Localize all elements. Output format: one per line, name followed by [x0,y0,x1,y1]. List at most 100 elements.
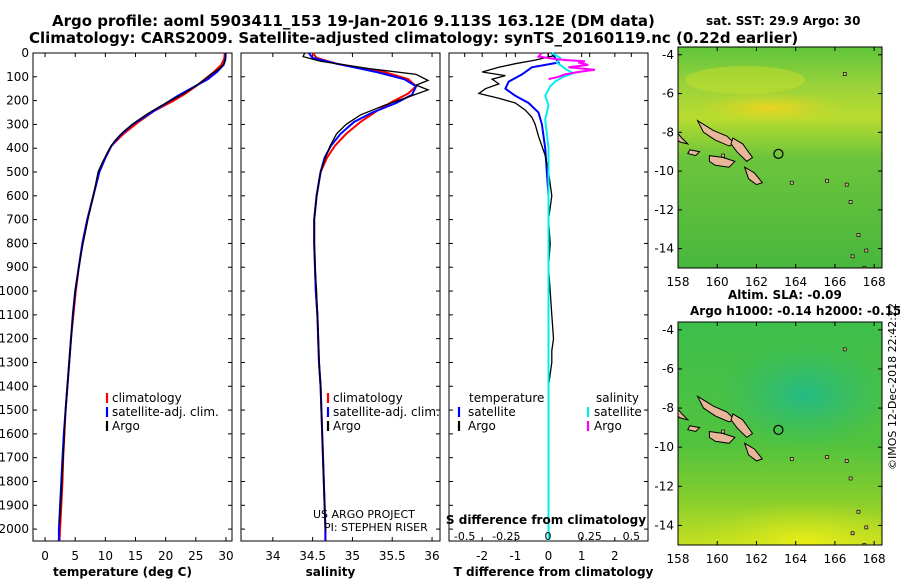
map-y-tick-label: -6 [662,362,674,376]
project-annotation: US ARGO PROJECT [313,508,415,521]
salinity-profile-frame [240,52,441,542]
islet [721,429,725,434]
map-x-tick-label: 162 [745,275,768,289]
y-tick-label: 1800 [0,474,29,488]
x-tick-label: 1 [578,549,586,563]
y-tick-label: 1700 [0,451,29,465]
x-tick-label: 35 [345,549,360,563]
island [708,155,736,168]
sst-map-title: sat. SST: 29.9 Argo: 30 [706,14,861,28]
sst-map-coast [678,72,869,268]
sla-map-title: Altim. SLA: -0.09 [728,288,842,302]
island [678,408,690,421]
map-x-tick-label: 158 [667,275,690,289]
salinity-profile-xlabel: salinity [306,565,356,579]
legend-label: Argo [333,419,361,433]
x-tick-label: 2 [611,549,619,563]
legend-right-title: salinity [596,391,639,405]
island [687,425,701,433]
islet [862,266,867,268]
y-tick-label: 400 [6,141,29,155]
map-y-tick-label: -4 [662,48,674,62]
legend-label: Argo [468,419,496,433]
x-tick-label: 15 [128,549,143,563]
y-tick-label: 200 [6,94,29,108]
series-t-argo [477,52,557,525]
island [743,442,764,462]
x-tick-label: -1 [509,549,521,563]
temperature-profile: 0 5 10 15 20 25 300100200300400500600700800900… [0,46,234,579]
map-y-tick-label: -6 [662,87,674,101]
map-x-tick-label: 168 [863,552,886,566]
difference-s-xlabel: S difference from climatology [446,513,646,527]
x-tick-label: 20 [158,549,173,563]
y-tick-label: 0 [21,46,29,60]
islet [856,233,861,237]
y-tick-label: 700 [6,213,29,227]
sla-map-field [678,322,882,545]
y-tick-label: 600 [6,189,29,203]
map-x-tick-label: 160 [706,552,729,566]
x-tick-label: 36 [424,549,439,563]
islet [864,248,869,253]
islet [850,254,855,259]
salinity-profile: 34 34.5 35 35.5 36 salinity [240,52,441,579]
x-tick-label: 34 [265,549,280,563]
y-tick-label: 1900 [0,498,29,512]
islet [850,531,855,536]
legend-label: satellite-adj. clim. [333,405,440,419]
series-climatology [311,52,418,541]
y-tick-label: 900 [6,260,29,274]
islet [825,455,829,459]
y-tick-label: 1100 [0,308,29,322]
series-satellite-adj-clim- [307,52,418,541]
islet [825,178,829,183]
map-y-tick-label: -12 [654,479,674,493]
map-x-tick-label: 160 [706,275,729,289]
legend-label: satellite [594,405,642,419]
map-y-tick-label: -12 [654,203,674,217]
sst-map-frame [677,46,883,269]
islet [789,457,794,461]
x-tick-label: 0 [545,549,553,563]
islet [842,347,847,352]
map-y-tick-label: -14 [654,242,674,256]
island [708,430,736,444]
y-tick-label: 300 [6,117,29,131]
map-x-tick-label: 166 [823,275,846,289]
map-y-tick-label: -10 [654,440,674,454]
map-x-tick-label: 166 [823,552,846,566]
map-x-tick-label: 162 [745,552,768,566]
map-y-tick-label: -4 [662,323,674,337]
legend-left-title: temperature [469,391,544,405]
legend-label: satellite [468,405,516,419]
island [730,137,754,163]
difference-profile: -2 -1 0 1 2 T difference from climatology [448,52,654,579]
y-tick-label: 1500 [0,403,29,417]
map-y-tick-label: -10 [654,164,674,178]
island [678,132,690,145]
y-tick-label: 1300 [0,355,29,369]
map-y-tick-label: -8 [662,125,674,139]
y-tick-label: 2000 [0,522,29,536]
map-x-tick-label: 168 [863,275,886,289]
islet [842,72,847,76]
legend-label: climatology [333,391,403,405]
islet [848,476,853,481]
figure-title-line1: Argo profile: aoml 5903411_153 19-Jan-20… [52,12,655,30]
x-tick-label: 34.5 [299,549,326,563]
x-tick-label: 25 [188,549,203,563]
s-tick-label: -0.25 [492,530,520,543]
y-tick-label: 1200 [0,332,29,346]
temperature-profile-xlabel: temperature (deg C) [53,565,192,579]
y-tick-label: 100 [6,70,29,84]
s-tick-label: 0.5 [623,530,641,543]
y-tick-label: 1600 [0,427,29,441]
island [687,149,701,157]
islet [844,182,849,187]
series-climatology [58,52,226,542]
x-tick-label: 35.5 [379,549,406,563]
islet [789,180,794,185]
island [743,166,764,186]
